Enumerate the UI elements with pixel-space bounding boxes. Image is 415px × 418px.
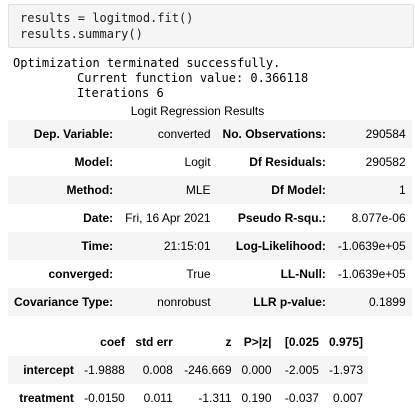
coef-cell: 0.011 — [143, 391, 173, 405]
summary-label: Covariance Type: — [8, 288, 120, 316]
coef-cell: -0.0150 — [84, 391, 125, 405]
code-line-2: results.summary() — [20, 27, 143, 41]
summary-label: Date: — [83, 211, 114, 225]
summary-row: Covariance Type: nonrobust LLR p-value: … — [8, 288, 412, 316]
summary-value: 0.1899 — [331, 288, 412, 316]
summary-value: 290582 — [365, 155, 406, 169]
coef-cell: -1.973 — [323, 356, 368, 384]
summary-value: -1.0639e+05 — [337, 267, 406, 281]
summary-value: Fri, 16 Apr 2021 — [125, 211, 211, 225]
summary-value: 8.077e-06 — [351, 211, 406, 225]
summary-label: Model: — [74, 155, 114, 169]
summary-value: True — [186, 267, 211, 281]
coef-row: intercept -1.9888 0.008 -246.669 0.000 -… — [8, 356, 368, 384]
summary-label: Log-Likelihood: — [216, 232, 332, 260]
coef-header-p-value: P>|z| — [243, 335, 272, 349]
output-line-3: Iterations 6 — [77, 86, 164, 100]
summary-label: Pseudo R-squ.: — [237, 211, 326, 225]
summary-table: Dep. Variable: converted No. Observation… — [8, 120, 412, 316]
code-input-cell[interactable]: results = logitmod.fit() results.summary… — [8, 4, 414, 48]
coef-cell: -1.9888 — [78, 356, 130, 384]
output-line-2: Current function value: 0.366118 — [77, 71, 309, 85]
coef-header-std-err: std err — [135, 335, 173, 349]
summary-caption: Logit Regression Results — [130, 104, 265, 118]
summary-value: -1.0639e+05 — [331, 232, 412, 260]
coef-row-name: intercept — [8, 356, 79, 384]
coef-cell: -0.037 — [284, 391, 319, 405]
summary-row: converged: True LL-Null: -1.0639e+05 — [8, 260, 412, 288]
coef-cell: 0.008 — [129, 356, 178, 384]
coef-cell: -246.669 — [177, 356, 237, 384]
coef-header-ci-low: [0.025 — [284, 335, 319, 349]
summary-label: converged: — [48, 267, 114, 281]
summary-label: LLR p-value: — [216, 288, 332, 316]
summary-row: Model: Logit Df Residuals: 290582 — [8, 148, 412, 176]
summary-value: 1 — [331, 176, 412, 204]
coef-cell: -2.005 — [276, 356, 324, 384]
summary-value: MLE — [119, 176, 217, 204]
summary-value: 21:15:01 — [119, 232, 217, 260]
summary-value: nonrobust — [119, 288, 217, 316]
coef-header-coef: coef — [100, 335, 125, 349]
summary-row: Method: MLE Df Model: 1 — [8, 176, 412, 204]
summary-label: LL-Null: — [280, 267, 326, 281]
summary-label: Df Residuals: — [249, 155, 326, 169]
coefficient-table: coef std err z P>|z| [0.025 0.975] inter… — [8, 328, 368, 412]
code-line-1: results = logitmod.fit() — [20, 11, 194, 25]
coef-header-ci-high: 0.975] — [328, 335, 363, 349]
coef-cell: 0.190 — [241, 391, 272, 405]
coef-header-z: z — [225, 335, 232, 349]
summary-label: Method: — [8, 176, 120, 204]
coef-cell: -1.311 — [198, 391, 232, 405]
summary-label: Df Model: — [216, 176, 332, 204]
coef-cell: 0.000 — [236, 356, 277, 384]
summary-row: Dep. Variable: converted No. Observation… — [8, 120, 412, 148]
coef-row: treatment -0.0150 0.011 -1.311 0.190 -0.… — [8, 384, 368, 412]
summary-row: Date: Fri, 16 Apr 2021 Pseudo R-squ.: 8.… — [8, 204, 412, 232]
coef-header-blank — [8, 328, 79, 356]
output-line-1: Optimization terminated successfully. — [13, 56, 281, 70]
summary-value: 290584 — [331, 120, 412, 148]
summary-value: converted — [119, 120, 217, 148]
summary-label: Time: — [8, 232, 120, 260]
coef-cell: 0.007 — [332, 391, 363, 405]
summary-row: Time: 21:15:01 Log-Likelihood: -1.0639e+… — [8, 232, 412, 260]
coef-row-name: treatment — [19, 391, 74, 405]
summary-label: No. Observations: — [216, 120, 332, 148]
summary-label: Dep. Variable: — [8, 120, 120, 148]
coef-header-row: coef std err z P>|z| [0.025 0.975] — [8, 328, 368, 356]
summary-value: Logit — [184, 155, 211, 169]
